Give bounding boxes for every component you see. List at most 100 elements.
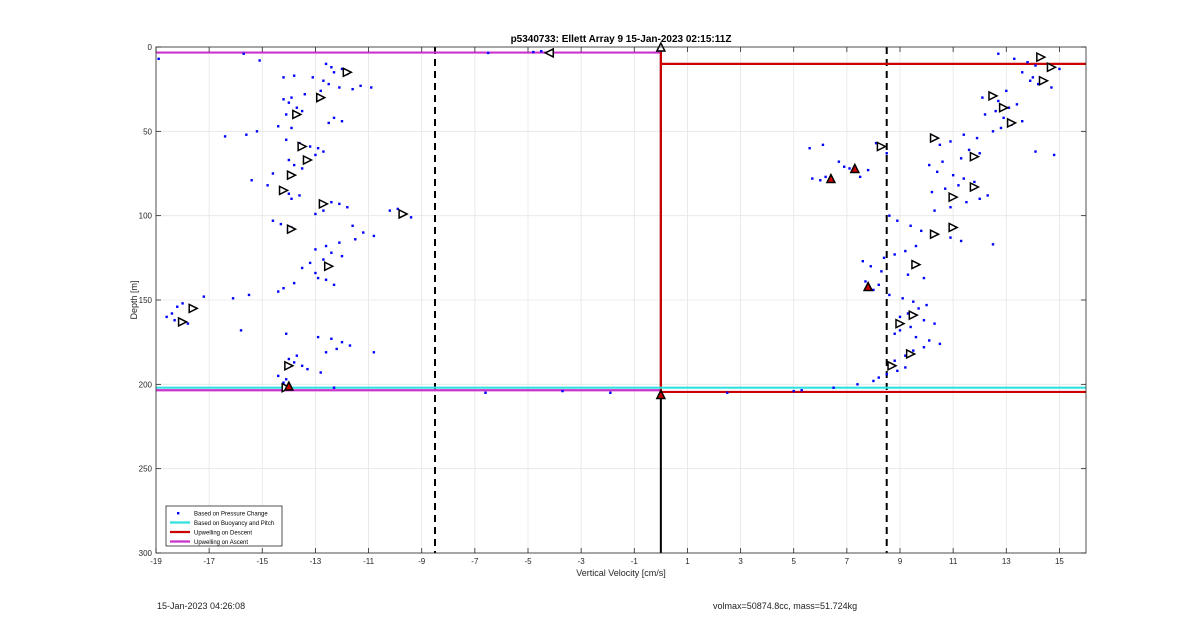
footer-timestamp: 15-Jan-2023 04:26:08 — [157, 601, 246, 611]
x-tick-label: -19 — [150, 557, 162, 566]
data-point — [282, 381, 285, 384]
legend: Based on Pressure Change Based on Buoyanc… — [165, 505, 283, 547]
data-point — [314, 212, 317, 216]
data-point — [1050, 86, 1053, 89]
triangle-marker — [1046, 62, 1058, 73]
triangle-marker — [315, 92, 327, 103]
data-point — [306, 367, 309, 371]
data-point — [308, 261, 312, 265]
legend-box — [165, 505, 283, 547]
data-point — [858, 175, 862, 179]
data-point — [327, 121, 330, 125]
x-tick-label: -17 — [203, 557, 215, 566]
triangle-marker — [929, 229, 941, 240]
triangle-marker — [862, 280, 874, 292]
data-point — [726, 391, 729, 394]
data-point — [1029, 79, 1032, 82]
data-point — [271, 219, 275, 222]
data-point — [308, 145, 312, 148]
triangle-marker — [969, 181, 981, 193]
data-point — [904, 249, 907, 253]
triangle-marker — [283, 380, 295, 391]
data-point — [362, 231, 365, 234]
x-tick-label: -13 — [310, 557, 322, 566]
data-point — [330, 251, 333, 254]
x-tick-label: 7 — [845, 557, 850, 566]
x-tick-label: -5 — [524, 557, 532, 566]
data-point — [949, 206, 952, 209]
data-point — [1034, 150, 1037, 153]
data-point — [967, 148, 971, 152]
data-point — [978, 152, 981, 155]
triangle-marker — [302, 154, 314, 166]
data-point — [861, 260, 864, 263]
data-point — [872, 379, 875, 383]
triangle-marker — [998, 102, 1010, 113]
data-point — [540, 50, 543, 53]
x-tick-label: -9 — [418, 557, 426, 566]
data-point — [938, 342, 942, 346]
data-point — [882, 256, 886, 260]
data-point — [359, 84, 362, 87]
data-point — [322, 150, 325, 153]
data-point — [936, 170, 939, 174]
data-point — [930, 190, 934, 194]
triangle-marker — [278, 185, 290, 196]
data-point — [920, 229, 923, 233]
triangle-marker — [297, 141, 308, 152]
data-point — [957, 184, 960, 187]
triangle-marker — [543, 47, 555, 59]
data-point — [186, 322, 190, 325]
data-point — [933, 209, 936, 212]
data-point — [1002, 116, 1005, 120]
data-point — [901, 297, 904, 300]
data-point — [532, 50, 535, 54]
data-point — [332, 116, 336, 120]
data-point — [874, 141, 878, 145]
triangle-marker — [895, 318, 906, 329]
data-point — [285, 332, 288, 335]
data-point — [973, 180, 976, 184]
data-point — [409, 216, 413, 219]
data-point — [949, 140, 952, 143]
data-point — [292, 74, 296, 77]
data-point — [165, 315, 168, 319]
data-point — [285, 113, 288, 116]
x-tick-label: -7 — [471, 557, 479, 566]
data-point — [981, 96, 984, 99]
data-point — [914, 244, 918, 248]
data-point — [1026, 60, 1029, 64]
data-point — [1021, 120, 1024, 123]
data-point — [943, 187, 947, 190]
data-point — [962, 177, 965, 180]
data-point — [330, 66, 333, 69]
data-point — [1036, 82, 1040, 86]
data-point — [904, 366, 907, 369]
data-point — [912, 300, 915, 303]
data-point — [893, 359, 896, 362]
triangle-marker — [188, 303, 199, 314]
data-point — [324, 278, 328, 281]
data-point — [991, 130, 995, 133]
legend-label: Based on Pressure Change — [194, 512, 268, 518]
data-point — [287, 158, 291, 162]
triangle-marker — [911, 259, 922, 270]
data-point — [1034, 64, 1037, 67]
triangle-marker — [876, 141, 888, 152]
triangle-marker — [905, 348, 917, 360]
data-point — [898, 315, 902, 319]
data-point — [332, 71, 336, 74]
data-point — [821, 143, 825, 147]
axis-ticks: -19 -17 -15 -13 -11 -9 -7 -5 -3 -1 1 3 5 7 9 11 13 150501… — [139, 43, 1086, 566]
data-point — [250, 179, 253, 182]
data-point — [316, 147, 320, 150]
data-point — [885, 152, 888, 155]
data-point — [354, 238, 357, 241]
triangle-marker — [1006, 117, 1018, 129]
data-point — [338, 202, 341, 206]
data-point — [266, 184, 269, 187]
data-point — [231, 297, 235, 300]
data-point — [1021, 71, 1024, 74]
x-tick-label: 13 — [1002, 557, 1011, 566]
x-tick-label: 9 — [898, 557, 903, 566]
